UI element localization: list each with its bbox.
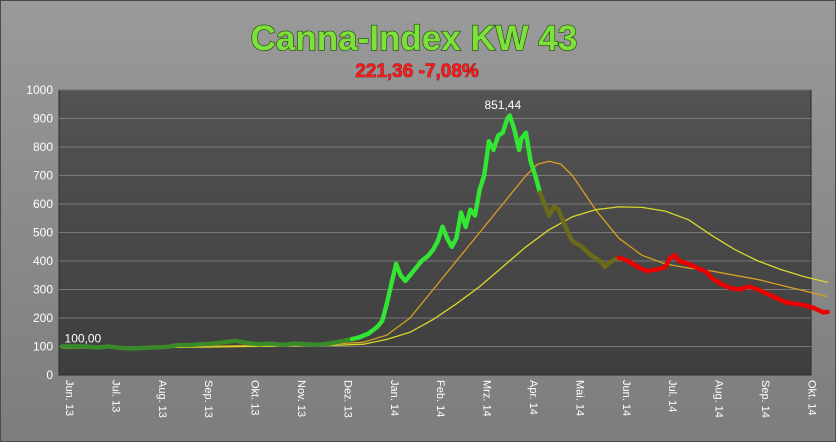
x-tick-label: Jun. 14 <box>620 380 632 416</box>
x-tick-label: Jul. 14 <box>666 380 678 412</box>
y-tick-label: 800 <box>33 140 53 154</box>
x-tick-label: Okt. 14 <box>805 380 817 415</box>
chart-subtitle: 221,36 -7,08% <box>355 61 479 82</box>
data-label: 100,00 <box>65 332 102 346</box>
y-tick-label: 0 <box>46 368 53 382</box>
chart-title: Canna-Index KW 43 <box>251 19 578 58</box>
x-tick-label: Jul. 13 <box>109 380 121 412</box>
x-tick-label: Aug. 13 <box>156 380 168 418</box>
y-tick-label: 100 <box>33 340 53 354</box>
x-tick-label: Jun. 13 <box>63 380 75 416</box>
y-tick-label: 600 <box>33 197 53 211</box>
x-axis: Jun. 13 Jul. 13 Aug. 13 Sep. 13 Okt. 13 Nov. … <box>63 380 817 418</box>
x-tick-label: Sep. 14 <box>759 380 771 418</box>
y-tick-label: 200 <box>33 311 53 325</box>
y-tick-label: 1000 <box>26 83 53 97</box>
y-tick-label: 500 <box>33 226 53 240</box>
y-tick-label: 900 <box>33 112 53 126</box>
x-tick-label: Jan. 14 <box>388 380 400 416</box>
x-tick-label: Apr. 14 <box>527 380 539 415</box>
x-tick-label: Feb. 14 <box>434 380 446 417</box>
y-tick-label: 300 <box>33 283 53 297</box>
x-tick-label: Aug. 14 <box>713 380 725 418</box>
x-tick-label: Dez. 13 <box>341 380 353 418</box>
x-tick-label: Mrz. 14 <box>481 380 493 417</box>
x-tick-label: Sep. 13 <box>202 380 214 418</box>
data-label: 851,44 <box>484 98 521 112</box>
y-axis: 0 100 200 300 400 500 600 700 800 900 1000 <box>26 83 53 382</box>
x-tick-label: Mai. 14 <box>573 380 585 416</box>
x-tick-label: Nov. 13 <box>295 380 307 417</box>
x-tick-label: Okt. 13 <box>249 380 261 415</box>
y-tick-label: 700 <box>33 169 53 183</box>
y-tick-label: 400 <box>33 254 53 268</box>
